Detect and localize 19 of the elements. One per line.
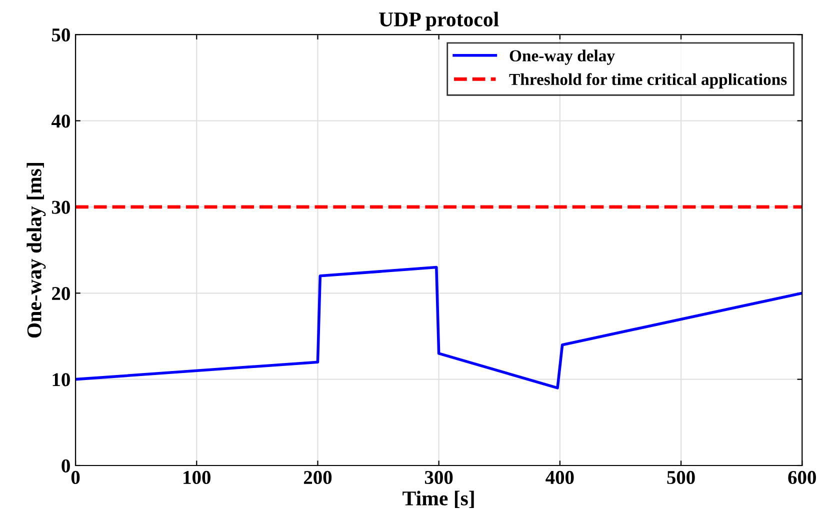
legend-label: One-way delay (510, 50, 615, 65)
x-tick-label: 500 (667, 470, 695, 484)
y-tick-label: 50 (52, 28, 70, 42)
y-tick-label: 30 (52, 200, 70, 214)
y-tick-label: 20 (52, 286, 70, 300)
x-tick-label: 200 (304, 470, 332, 484)
line-series (76, 266, 802, 390)
x-tick-label: 400 (546, 470, 574, 484)
y-tick-label: 0 (62, 459, 70, 472)
y-tick-label: 10 (52, 373, 70, 386)
y-tick-label: 40 (51, 114, 70, 128)
x-axis-title: Time [s] (402, 490, 474, 508)
legend-label: Threshold for time critical applications (509, 73, 787, 88)
x-tick-label: 100 (184, 470, 210, 484)
x-tick-label: 300 (424, 470, 453, 484)
x-tick-label: 600 (788, 470, 816, 484)
chart-title: UDP protocol (379, 12, 499, 31)
x-tick-label: 0 (71, 470, 80, 484)
y-axis-title: One-way delay [ms] (26, 163, 46, 338)
